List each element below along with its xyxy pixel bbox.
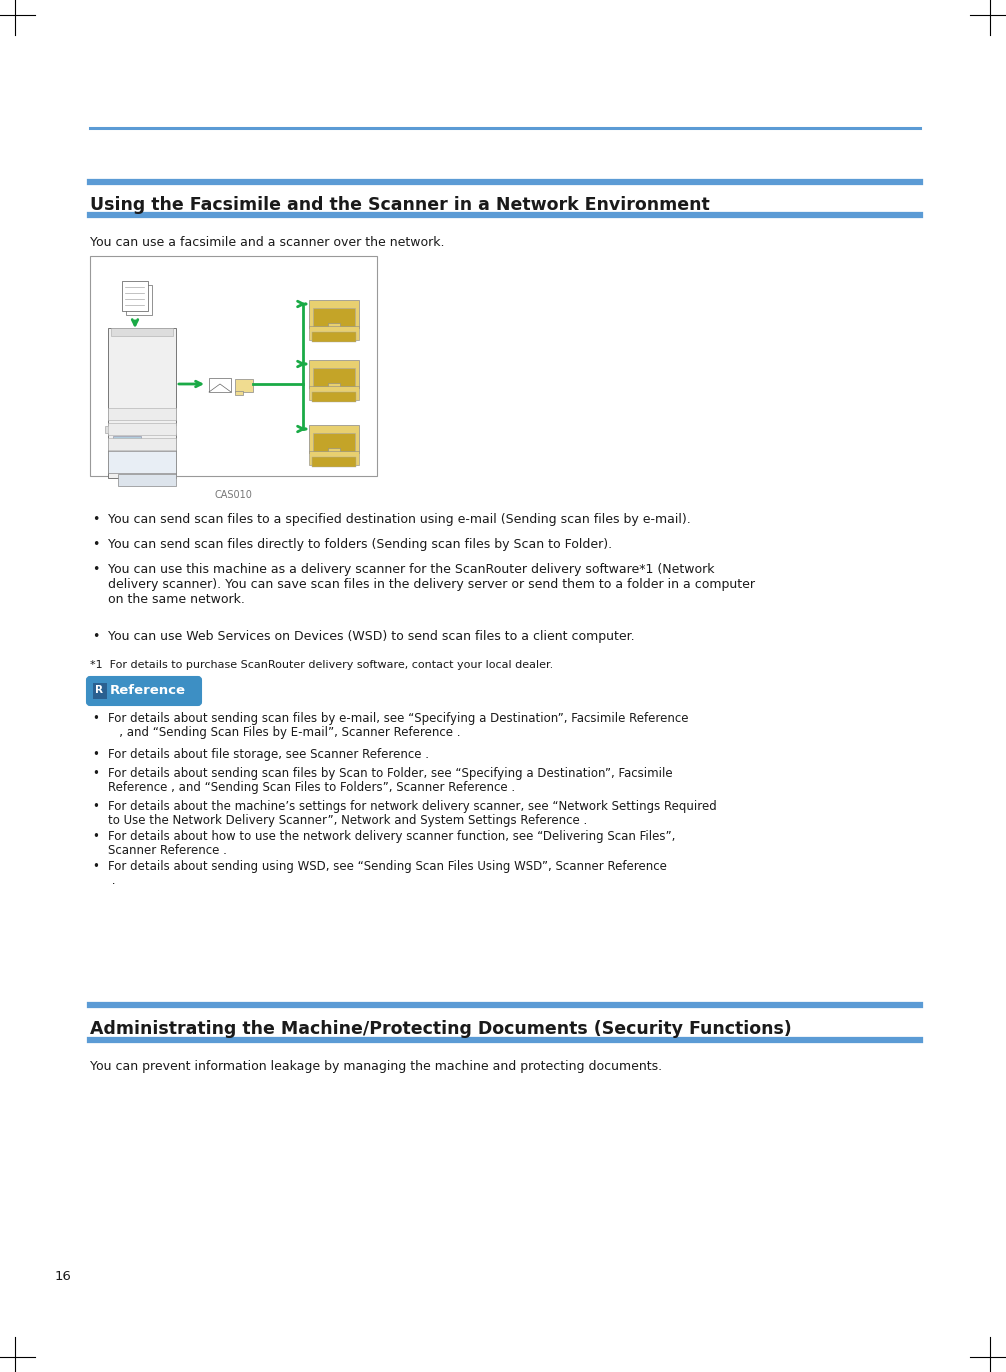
Bar bbox=[122, 281, 148, 311]
Bar bbox=[93, 683, 107, 698]
Bar bbox=[309, 386, 359, 401]
Bar bbox=[322, 332, 346, 336]
Text: •: • bbox=[92, 830, 99, 842]
Text: You can use a facsimile and a scanner over the network.: You can use a facsimile and a scanner ov… bbox=[90, 236, 445, 248]
Text: You can prevent information leakage by managing the machine and protecting docum: You can prevent information leakage by m… bbox=[90, 1061, 662, 1073]
Bar bbox=[235, 379, 253, 392]
Text: *1  For details to purchase ScanRouter delivery software, contact your local dea: *1 For details to purchase ScanRouter de… bbox=[90, 660, 553, 670]
Text: Administrating the Machine/Protecting Documents (Security Functions): Administrating the Machine/Protecting Do… bbox=[90, 1019, 792, 1039]
Text: Scanner Reference .: Scanner Reference . bbox=[108, 844, 227, 858]
FancyBboxPatch shape bbox=[87, 676, 201, 705]
Bar bbox=[309, 300, 359, 328]
Bar bbox=[209, 379, 231, 392]
Text: You can use this machine as a delivery scanner for the ScanRouter delivery softw: You can use this machine as a delivery s… bbox=[108, 563, 714, 576]
Bar bbox=[322, 392, 346, 397]
Bar bbox=[108, 423, 176, 435]
Text: For details about file storage, see Scanner Reference .: For details about file storage, see Scan… bbox=[108, 748, 429, 761]
Text: .: . bbox=[108, 874, 116, 888]
Text: For details about sending scan files by e-mail, see “Specifying a Destination”, : For details about sending scan files by … bbox=[108, 712, 688, 724]
Bar bbox=[108, 328, 176, 477]
Bar bbox=[108, 407, 176, 420]
Text: Reference: Reference bbox=[110, 685, 186, 697]
Text: to Use the Network Delivery Scanner”, Network and System Settings Reference .: to Use the Network Delivery Scanner”, Ne… bbox=[108, 814, 588, 827]
Bar bbox=[108, 451, 176, 473]
Bar bbox=[126, 285, 152, 316]
Text: For details about the machine’s settings for network delivery scanner, see “Netw: For details about the machine’s settings… bbox=[108, 800, 716, 814]
Text: delivery scanner). You can save scan files in the delivery server or send them t: delivery scanner). You can save scan fil… bbox=[108, 578, 754, 591]
Bar bbox=[111, 328, 173, 336]
Bar bbox=[90, 257, 377, 476]
Bar bbox=[313, 307, 355, 331]
Text: on the same network.: on the same network. bbox=[108, 593, 244, 606]
Text: You can use Web Services on Devices (WSD) to send scan files to a client compute: You can use Web Services on Devices (WSD… bbox=[108, 630, 635, 643]
Text: 16: 16 bbox=[55, 1270, 71, 1283]
Bar bbox=[312, 392, 356, 402]
Bar bbox=[309, 451, 359, 465]
Text: R: R bbox=[95, 685, 103, 696]
Text: , and “Sending Scan Files by E-mail”, Scanner Reference .: , and “Sending Scan Files by E-mail”, Sc… bbox=[108, 726, 461, 740]
Bar bbox=[328, 322, 340, 331]
Text: For details about sending scan files by Scan to Folder, see “Specifying a Destin: For details about sending scan files by … bbox=[108, 767, 673, 781]
Bar bbox=[309, 425, 359, 453]
Text: Using the Facsimile and the Scanner in a Network Environment: Using the Facsimile and the Scanner in a… bbox=[90, 196, 710, 214]
Bar bbox=[328, 449, 340, 456]
Bar bbox=[113, 436, 141, 449]
Bar bbox=[105, 425, 176, 434]
Text: CAS010: CAS010 bbox=[214, 490, 252, 499]
Text: •: • bbox=[92, 630, 100, 643]
Bar bbox=[322, 457, 346, 461]
Text: •: • bbox=[92, 513, 100, 525]
Text: •: • bbox=[92, 563, 100, 576]
Bar bbox=[309, 327, 359, 340]
Bar bbox=[313, 368, 355, 390]
Bar bbox=[312, 457, 356, 466]
Bar bbox=[118, 473, 176, 486]
Text: You can send scan files to a specified destination using e-mail (Sending scan fi: You can send scan files to a specified d… bbox=[108, 513, 691, 525]
Text: •: • bbox=[92, 538, 100, 552]
Bar bbox=[235, 391, 243, 395]
Text: •: • bbox=[92, 748, 99, 761]
Text: •: • bbox=[92, 767, 99, 781]
Text: Reference , and “Sending Scan Files to Folders”, Scanner Reference .: Reference , and “Sending Scan Files to F… bbox=[108, 781, 515, 794]
Bar bbox=[328, 383, 340, 390]
Text: For details about sending using WSD, see “Sending Scan Files Using WSD”, Scanner: For details about sending using WSD, see… bbox=[108, 860, 667, 873]
Text: You can send scan files directly to folders (Sending scan files by Scan to Folde: You can send scan files directly to fold… bbox=[108, 538, 612, 552]
Text: •: • bbox=[92, 860, 99, 873]
Text: •: • bbox=[92, 800, 99, 814]
Bar bbox=[309, 359, 359, 388]
Text: For details about how to use the network delivery scanner function, see “Deliver: For details about how to use the network… bbox=[108, 830, 675, 842]
Text: •: • bbox=[92, 712, 99, 724]
Bar bbox=[312, 332, 356, 342]
Bar bbox=[108, 438, 176, 450]
Bar bbox=[313, 434, 355, 456]
